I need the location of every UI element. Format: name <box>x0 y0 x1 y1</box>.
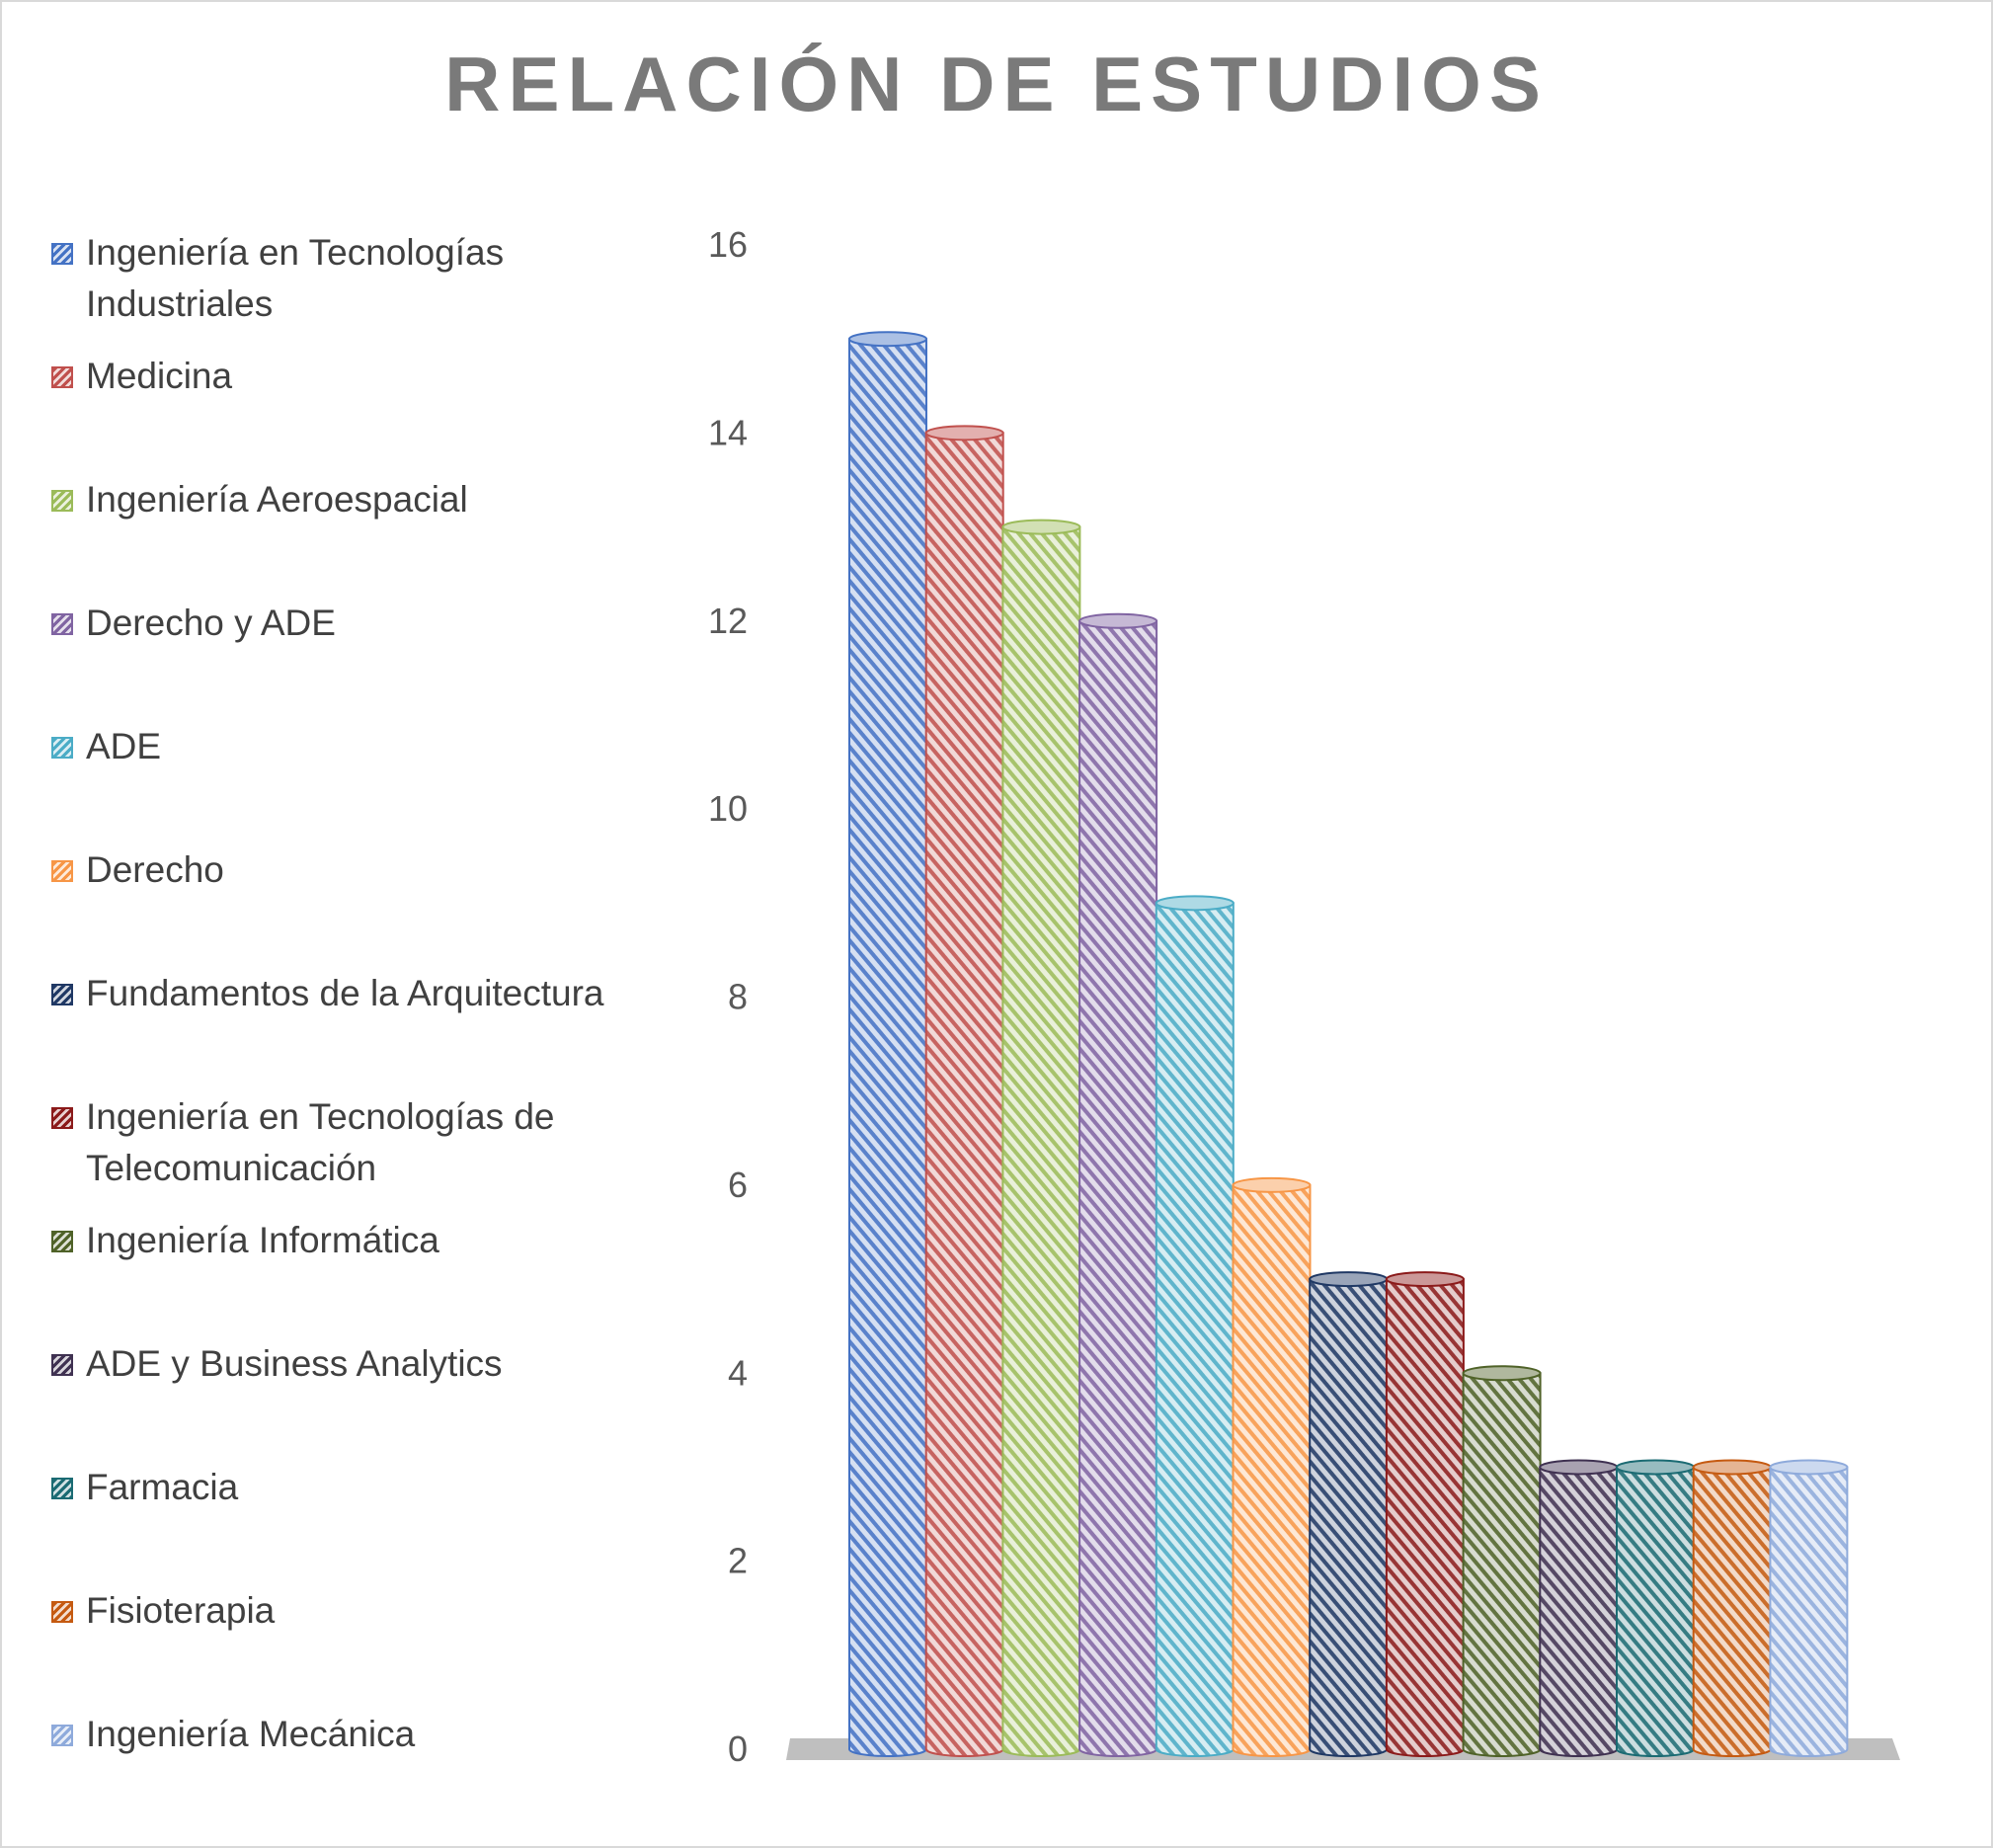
legend-swatch <box>51 1107 73 1129</box>
bar <box>1692 1459 1772 1757</box>
bar-body <box>848 338 927 1757</box>
legend-swatch <box>51 243 73 265</box>
bar <box>1309 1271 1389 1757</box>
bar-top <box>1078 612 1158 629</box>
y-tick-label: 0 <box>728 1728 748 1769</box>
bar-top <box>1385 1271 1465 1288</box>
bar-body <box>1232 1183 1312 1757</box>
bar <box>924 425 1004 1757</box>
legend-swatch <box>51 1478 73 1499</box>
bar-body <box>1769 1466 1849 1757</box>
legend-swatch <box>51 1231 73 1252</box>
y-tick-label: 2 <box>728 1541 748 1581</box>
bar-top <box>924 425 1004 442</box>
bar <box>1155 895 1235 1757</box>
bar <box>1232 1176 1312 1757</box>
legend-label: Ingeniería Aeroespacial <box>86 479 468 520</box>
bar-body <box>1616 1466 1695 1757</box>
bar-top <box>1769 1459 1849 1476</box>
bar <box>848 331 927 1757</box>
legend-swatch <box>51 737 73 759</box>
bar-body <box>1462 1372 1542 1757</box>
legend-label: Farmacia <box>86 1467 239 1507</box>
y-tick-label: 4 <box>728 1352 748 1393</box>
legend-label: Ingeniería Mecánica <box>86 1714 416 1754</box>
y-tick-label: 10 <box>708 788 748 829</box>
bar <box>1001 519 1081 1757</box>
legend-label: Ingeniería Informática <box>86 1220 439 1260</box>
legend-label: ADE y Business Analytics <box>86 1343 503 1384</box>
bar-body <box>1001 525 1081 1757</box>
legend-label: ADE <box>86 726 162 766</box>
bar <box>1539 1459 1619 1757</box>
y-tick-label: 12 <box>708 601 748 641</box>
legend-swatch <box>51 613 73 635</box>
legend-label: Ingeniería en Tecnologías de Telecomunic… <box>86 1096 555 1188</box>
legend-label: Ingeniería en Tecnologías Industriales <box>86 232 505 324</box>
y-tick-label: 6 <box>728 1165 748 1205</box>
bar <box>1769 1459 1849 1757</box>
bar-body <box>1309 1278 1389 1757</box>
legend-swatch <box>51 1725 73 1746</box>
bar <box>1462 1365 1542 1757</box>
bar-body <box>1155 902 1235 1757</box>
legend-label: Fundamentos de la Arquitectura <box>86 973 604 1013</box>
bar <box>1078 612 1158 1757</box>
y-tick-label: 8 <box>728 977 748 1017</box>
legend-label: Derecho <box>86 849 224 890</box>
bar-top <box>848 331 927 348</box>
bar-body <box>924 432 1004 1757</box>
legend-swatch <box>51 860 73 882</box>
legend-swatch <box>51 1601 73 1623</box>
bar-top <box>1001 519 1081 535</box>
legend-label: Derecho y ADE <box>86 603 336 643</box>
legend-label: Fisioterapia <box>86 1590 276 1631</box>
bar-body <box>1692 1466 1772 1757</box>
bar-body <box>1078 619 1158 1757</box>
bar-body <box>1539 1466 1619 1757</box>
bar-top <box>1692 1459 1772 1476</box>
bar-top <box>1155 895 1235 912</box>
bar <box>1616 1459 1695 1757</box>
bar <box>1385 1271 1465 1757</box>
bar-top <box>1462 1365 1542 1382</box>
bar-top <box>1539 1459 1619 1476</box>
legend-swatch <box>51 984 73 1005</box>
bar-top <box>1232 1176 1312 1193</box>
bar-top <box>1309 1271 1389 1288</box>
chart-title: RELACIÓN DE ESTUDIOS <box>444 40 1549 127</box>
legend-swatch <box>51 490 73 512</box>
bar-body <box>1385 1278 1465 1757</box>
y-tick-label: 16 <box>708 224 748 265</box>
legend-label: Medicina <box>86 356 233 396</box>
legend-swatch <box>51 366 73 388</box>
legend-swatch <box>51 1354 73 1376</box>
y-tick-label: 14 <box>708 412 748 452</box>
bar-top <box>1616 1459 1695 1476</box>
